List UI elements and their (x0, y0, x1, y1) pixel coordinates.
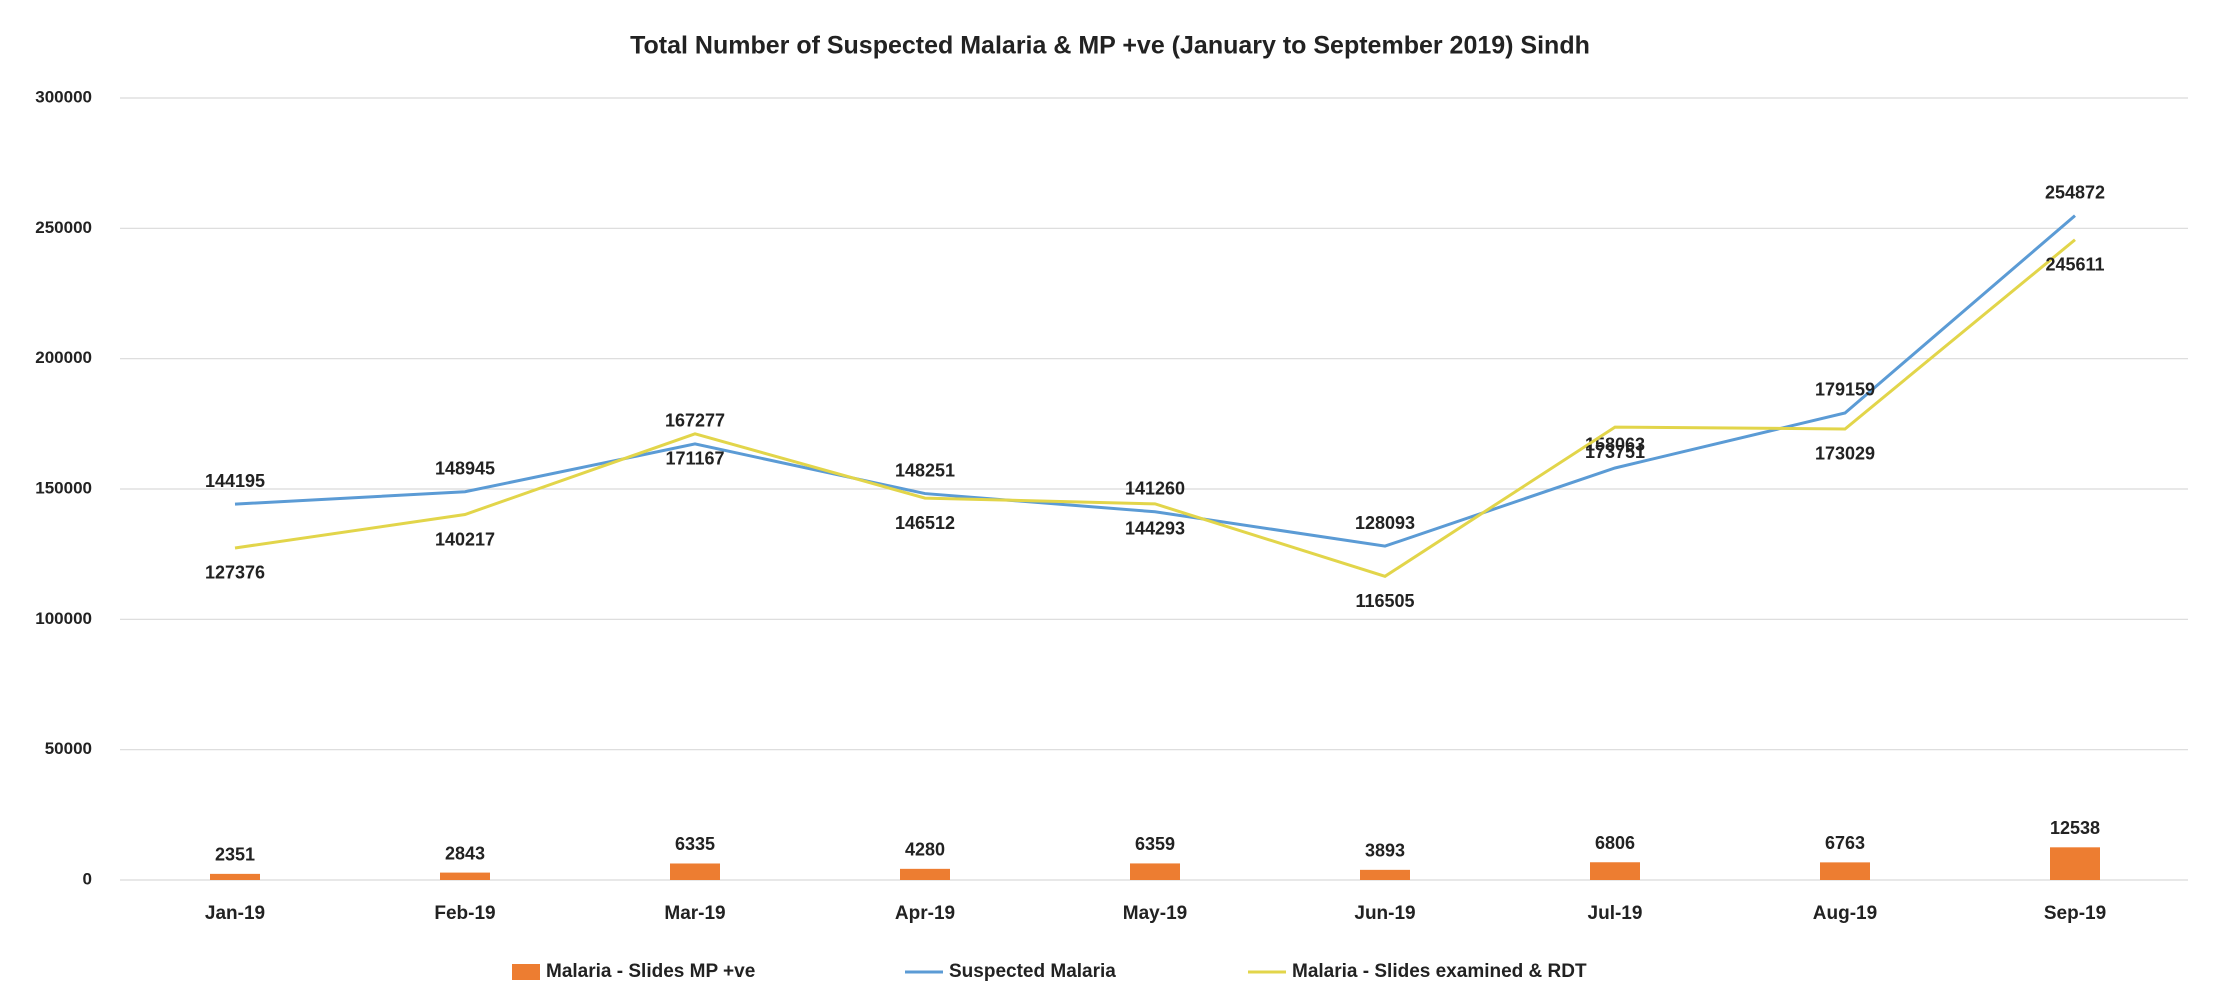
legend-label: Malaria - Slides examined & RDT (1292, 961, 1587, 982)
bar (1130, 863, 1180, 880)
y-tick-label: 300000 (35, 87, 92, 106)
data-label: 6335 (675, 834, 715, 854)
data-label: 127376 (205, 563, 265, 583)
data-label: 144195 (205, 471, 265, 491)
bar (1590, 862, 1640, 880)
y-tick-label: 250000 (35, 218, 92, 237)
data-label: 2351 (215, 845, 255, 865)
data-label: 173029 (1815, 444, 1875, 464)
data-label: 171167 (665, 449, 724, 469)
data-label: 116505 (1355, 591, 1414, 611)
data-label: 3893 (1365, 841, 1405, 861)
x-tick-label: Jun-19 (1354, 903, 1415, 924)
x-tick-label: Aug-19 (1813, 903, 1877, 924)
data-label: 179159 (1815, 380, 1875, 400)
bar (2050, 847, 2100, 880)
chart-title: Total Number of Suspected Malaria & MP +… (630, 32, 1590, 60)
data-label: 167277 (665, 411, 725, 431)
data-label: 4280 (905, 840, 945, 860)
x-tick-label: May-19 (1123, 903, 1187, 924)
data-label: 173751 (1585, 442, 1645, 462)
y-tick-label: 50000 (45, 739, 92, 758)
x-tick-label: Feb-19 (434, 903, 495, 924)
legend-label: Suspected Malaria (949, 961, 1116, 982)
data-label: 140217 (435, 529, 495, 549)
x-tick-label: Jan-19 (205, 903, 265, 924)
y-tick-label: 150000 (35, 478, 92, 497)
bar (1820, 862, 1870, 880)
data-label: 12538 (2050, 818, 2100, 838)
line (234, 214, 2076, 548)
data-label: 148251 (895, 460, 955, 480)
x-tick-label: Jul-19 (1588, 903, 1643, 924)
data-label: 148945 (435, 459, 495, 479)
x-tick-label: Mar-19 (664, 903, 725, 924)
data-label: 141260 (1125, 479, 1185, 499)
bar (1360, 869, 1410, 880)
data-label: 6763 (1825, 833, 1865, 853)
data-label: 2843 (445, 843, 485, 863)
data-label: 144293 (1125, 519, 1185, 539)
data-label: 128093 (1355, 513, 1415, 533)
data-label: 6359 (1135, 834, 1175, 854)
bar (670, 863, 720, 880)
x-tick-label: Sep-19 (2044, 903, 2106, 924)
bar (900, 868, 950, 880)
x-tick-label: Apr-19 (895, 903, 955, 924)
y-tick-label: 0 (83, 869, 92, 888)
data-label: 245611 (2045, 255, 2104, 275)
data-label: 158063 (1585, 435, 1645, 455)
line (234, 238, 2076, 578)
bar (210, 873, 260, 880)
y-tick-label: 200000 (35, 348, 92, 367)
data-label: 254872 (2045, 182, 2105, 202)
legend-swatch (512, 964, 540, 980)
data-label: 146512 (895, 513, 955, 533)
bar (440, 872, 490, 880)
legend-label: Malaria - Slides MP +ve (546, 961, 755, 982)
data-label: 6806 (1595, 833, 1635, 853)
y-tick-label: 100000 (35, 609, 92, 628)
